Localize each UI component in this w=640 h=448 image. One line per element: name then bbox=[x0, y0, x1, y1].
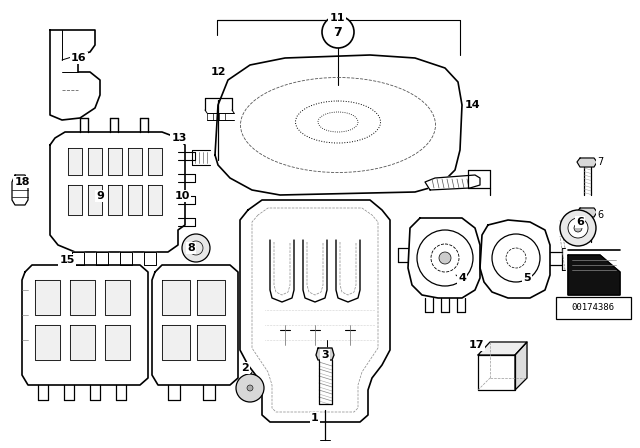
Polygon shape bbox=[120, 252, 132, 265]
Circle shape bbox=[182, 234, 210, 262]
Polygon shape bbox=[162, 280, 190, 315]
Polygon shape bbox=[152, 265, 238, 385]
Polygon shape bbox=[197, 325, 225, 360]
Polygon shape bbox=[22, 265, 148, 385]
Circle shape bbox=[247, 385, 253, 391]
Polygon shape bbox=[105, 280, 130, 315]
Polygon shape bbox=[162, 325, 190, 360]
Polygon shape bbox=[568, 255, 620, 295]
Polygon shape bbox=[50, 30, 100, 120]
Bar bbox=[556, 297, 631, 319]
Polygon shape bbox=[96, 252, 108, 265]
Text: 16: 16 bbox=[71, 53, 87, 63]
Polygon shape bbox=[478, 355, 515, 390]
Text: 4: 4 bbox=[458, 273, 466, 283]
Polygon shape bbox=[68, 185, 82, 215]
Polygon shape bbox=[70, 280, 95, 315]
Circle shape bbox=[574, 224, 582, 232]
Text: 17: 17 bbox=[468, 340, 484, 350]
Text: 6: 6 bbox=[597, 210, 603, 220]
Polygon shape bbox=[480, 220, 550, 298]
Polygon shape bbox=[515, 342, 527, 390]
Polygon shape bbox=[70, 325, 95, 360]
Text: 12: 12 bbox=[211, 67, 226, 77]
Polygon shape bbox=[425, 175, 480, 190]
Polygon shape bbox=[128, 185, 142, 215]
Text: 7: 7 bbox=[333, 26, 342, 39]
Text: 15: 15 bbox=[60, 255, 75, 265]
Text: 3: 3 bbox=[321, 350, 329, 360]
Polygon shape bbox=[240, 200, 390, 422]
Text: 14: 14 bbox=[465, 100, 481, 110]
Polygon shape bbox=[128, 148, 142, 175]
Polygon shape bbox=[148, 185, 162, 215]
Polygon shape bbox=[148, 148, 162, 175]
Text: 1: 1 bbox=[311, 413, 319, 423]
Text: 18: 18 bbox=[14, 177, 29, 187]
Text: 2: 2 bbox=[241, 363, 249, 373]
Polygon shape bbox=[144, 252, 156, 265]
Polygon shape bbox=[88, 185, 102, 215]
Text: 11: 11 bbox=[329, 13, 345, 23]
Polygon shape bbox=[108, 185, 122, 215]
Text: 9: 9 bbox=[96, 191, 104, 201]
Polygon shape bbox=[68, 148, 82, 175]
Text: 8: 8 bbox=[187, 243, 195, 253]
Polygon shape bbox=[577, 158, 597, 167]
Polygon shape bbox=[35, 280, 60, 315]
Polygon shape bbox=[108, 148, 122, 175]
Polygon shape bbox=[316, 348, 334, 360]
Polygon shape bbox=[577, 208, 597, 217]
Text: 5: 5 bbox=[523, 273, 531, 283]
Polygon shape bbox=[12, 175, 28, 205]
Text: 6: 6 bbox=[576, 217, 584, 227]
Circle shape bbox=[322, 16, 354, 48]
Polygon shape bbox=[35, 325, 60, 360]
Circle shape bbox=[439, 252, 451, 264]
Polygon shape bbox=[88, 148, 102, 175]
Polygon shape bbox=[197, 280, 225, 315]
Polygon shape bbox=[478, 342, 527, 355]
Polygon shape bbox=[408, 218, 480, 298]
Circle shape bbox=[236, 374, 264, 402]
Polygon shape bbox=[50, 132, 185, 252]
Polygon shape bbox=[105, 325, 130, 360]
Text: 7: 7 bbox=[597, 157, 604, 167]
Text: 10: 10 bbox=[174, 191, 189, 201]
Circle shape bbox=[568, 218, 588, 238]
Text: 13: 13 bbox=[172, 133, 187, 143]
Circle shape bbox=[560, 210, 596, 246]
Polygon shape bbox=[72, 252, 84, 265]
Polygon shape bbox=[215, 55, 462, 195]
Text: 00174386: 00174386 bbox=[572, 303, 614, 313]
